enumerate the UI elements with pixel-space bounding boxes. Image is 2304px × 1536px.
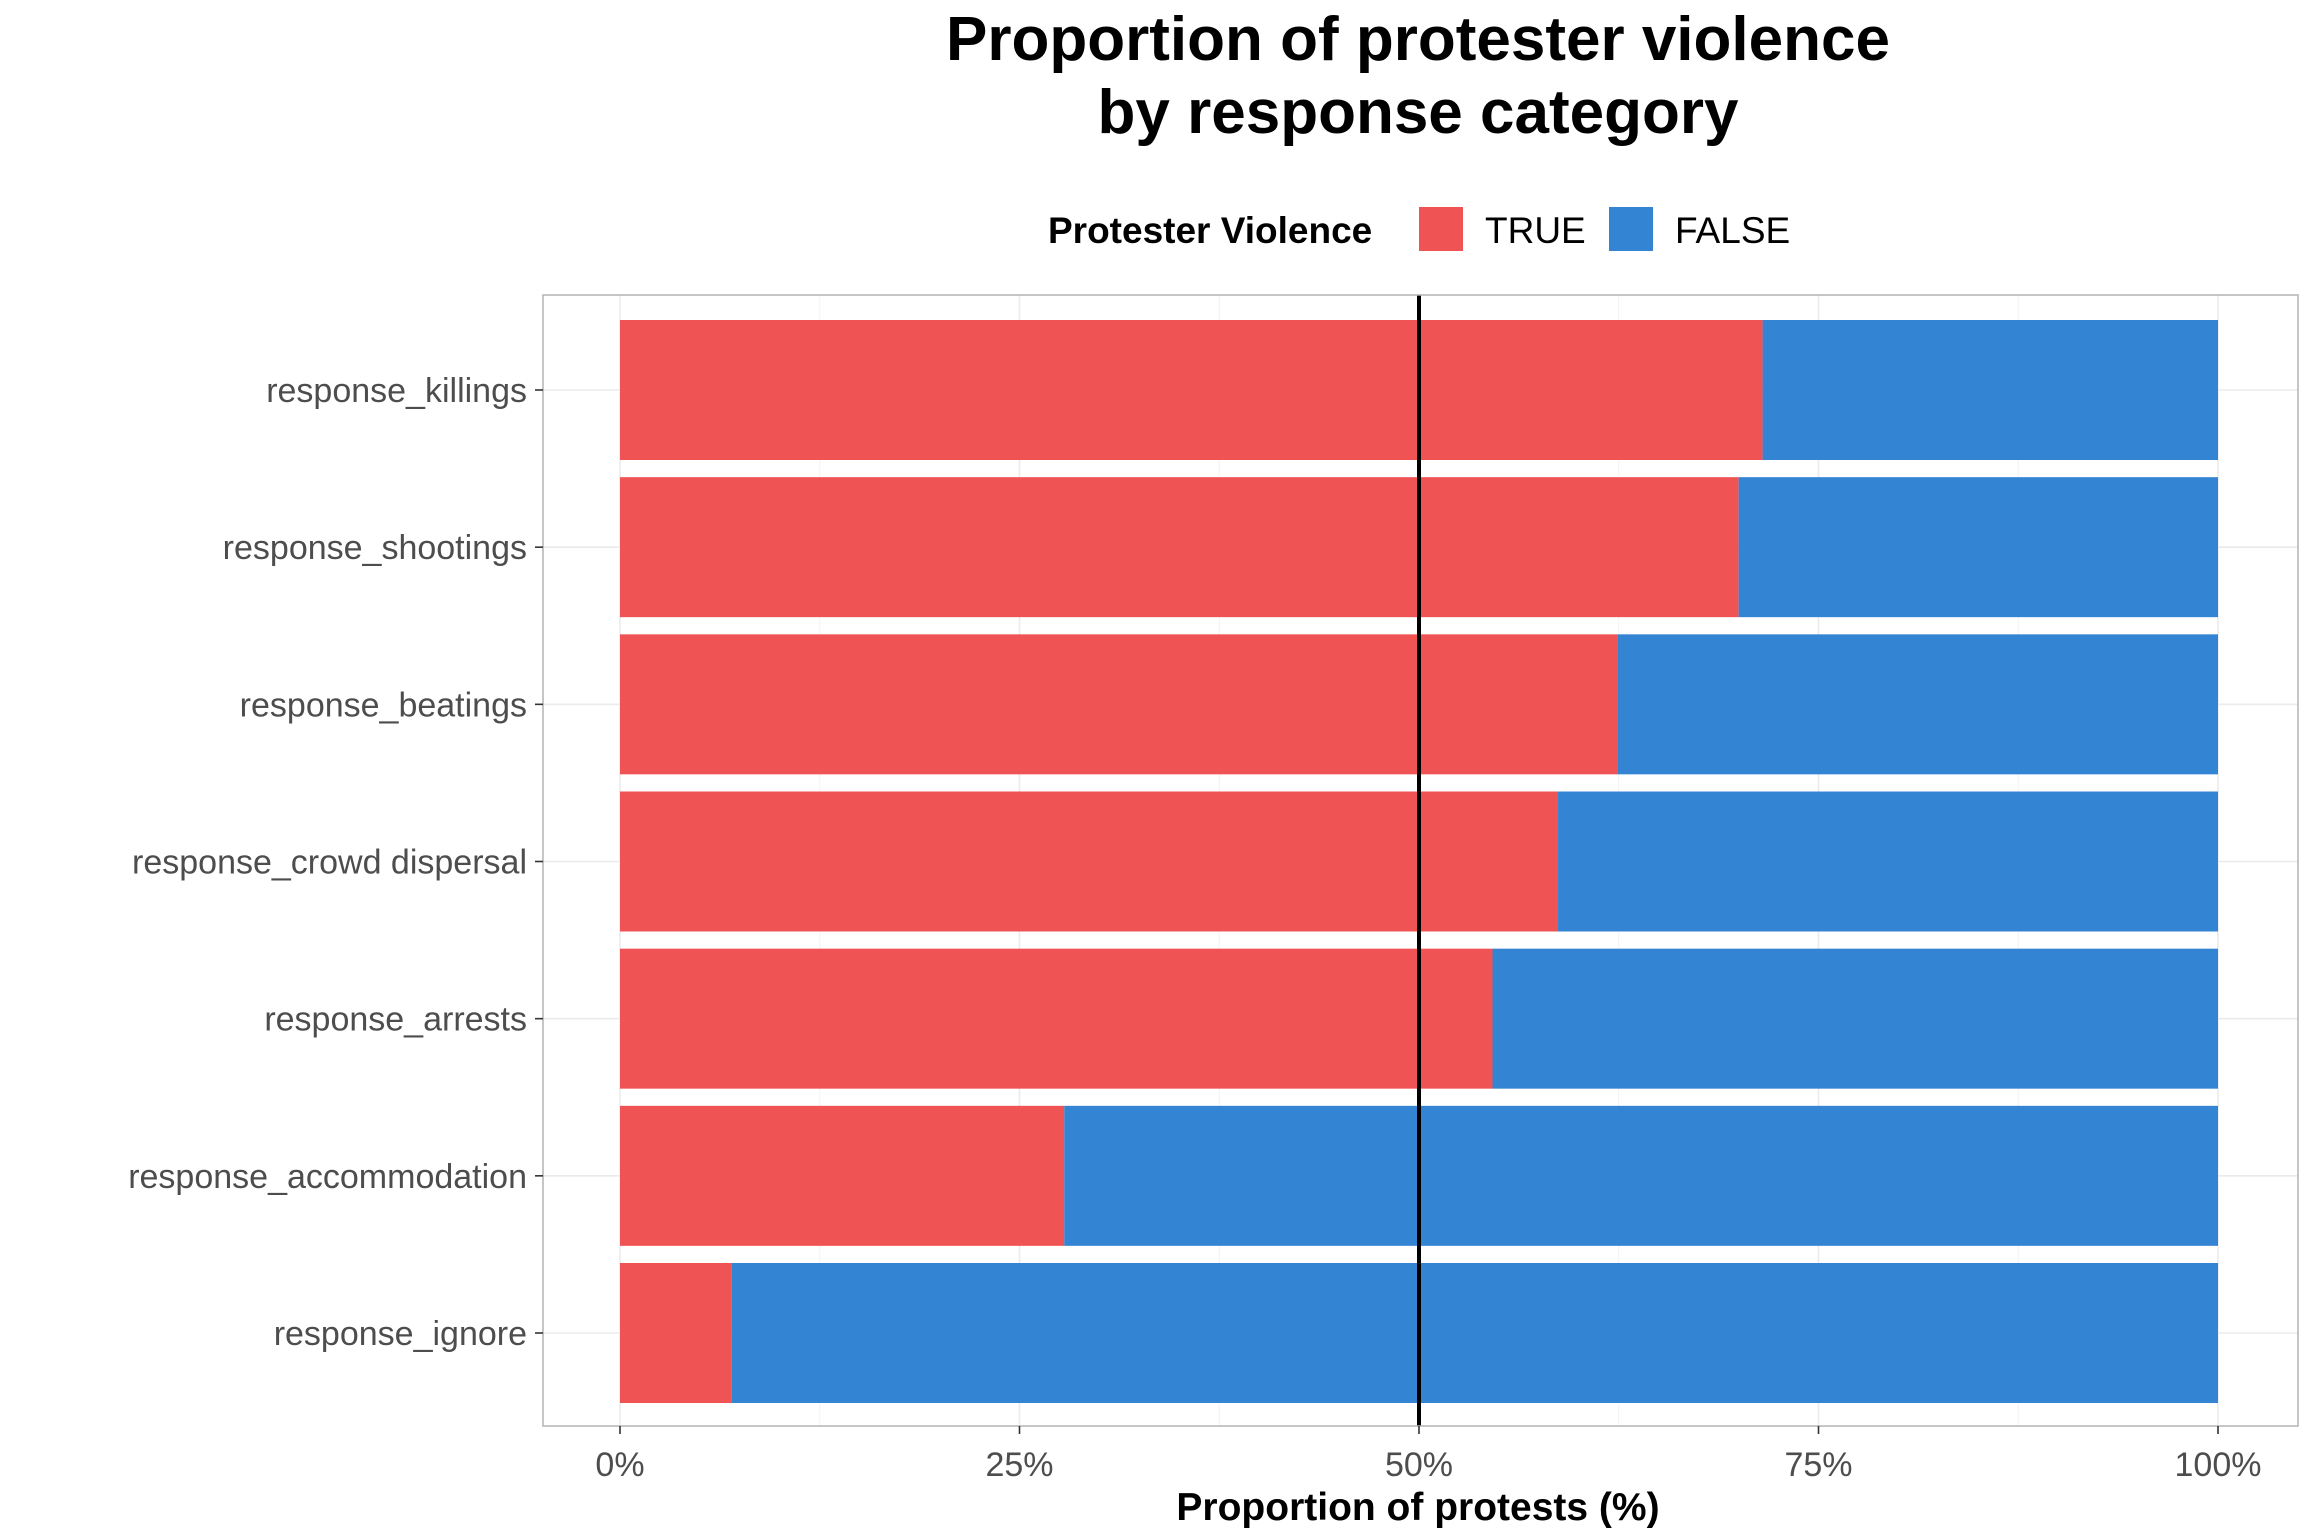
y-tick-label: response_crowd dispersal — [132, 844, 527, 882]
x-tick-label: 25% — [985, 1446, 1053, 1484]
legend-swatch-true — [1419, 207, 1463, 251]
x-axis-title: Proportion of protests (%) — [1176, 1486, 1659, 1529]
bar-false-1 — [1738, 477, 2218, 618]
bar-false-2 — [1617, 634, 2218, 775]
legend: Protester Violence TRUE FALSE — [1048, 207, 1790, 251]
x-tick-label: 100% — [2175, 1446, 2262, 1484]
x-tick-label: 0% — [595, 1446, 644, 1484]
bars — [620, 320, 2218, 1403]
legend-title: Protester Violence — [1048, 210, 1372, 251]
y-tick-label: response_arrests — [264, 1001, 527, 1039]
y-axis: response_killings response_shootingsrespo… — [128, 372, 543, 1353]
bar-false-5 — [1064, 1105, 2218, 1246]
bar-true-4 — [620, 948, 1493, 1089]
bar-false-4 — [1492, 948, 2218, 1089]
bar-false-0 — [1762, 320, 2218, 460]
chart-title-line-2: by response category — [1098, 78, 1739, 147]
plot-border — [542, 294, 2299, 1427]
y-tick-label: response_beatings — [240, 686, 527, 724]
y-tick-label: response_killings — [266, 372, 527, 410]
legend-swatch-false — [1609, 207, 1653, 251]
bar-true-6 — [620, 1263, 732, 1403]
bar-true-3 — [620, 791, 1559, 932]
y-tick-label: response_accommodation — [128, 1158, 527, 1196]
x-axis: 0% 25% 50% 75% 100% — [595, 1426, 2261, 1484]
bar-false-3 — [1558, 791, 2218, 932]
legend-label-true: TRUE — [1485, 210, 1586, 251]
legend-label-false: FALSE — [1675, 210, 1790, 251]
x-tick-label: 50% — [1385, 1446, 1453, 1484]
x-tick-label: 75% — [1784, 1446, 1852, 1484]
y-tick-label: response_shootings — [223, 529, 527, 567]
chart-title-line-1: Proportion of protester violence — [946, 5, 1890, 74]
bar-true-2 — [620, 634, 1618, 775]
bar-true-0 — [620, 320, 1763, 460]
bar-true-5 — [620, 1105, 1065, 1246]
bar-true-1 — [620, 477, 1739, 618]
y-tick-label: response_ignore — [274, 1315, 527, 1353]
bar-false-6 — [731, 1263, 2218, 1403]
